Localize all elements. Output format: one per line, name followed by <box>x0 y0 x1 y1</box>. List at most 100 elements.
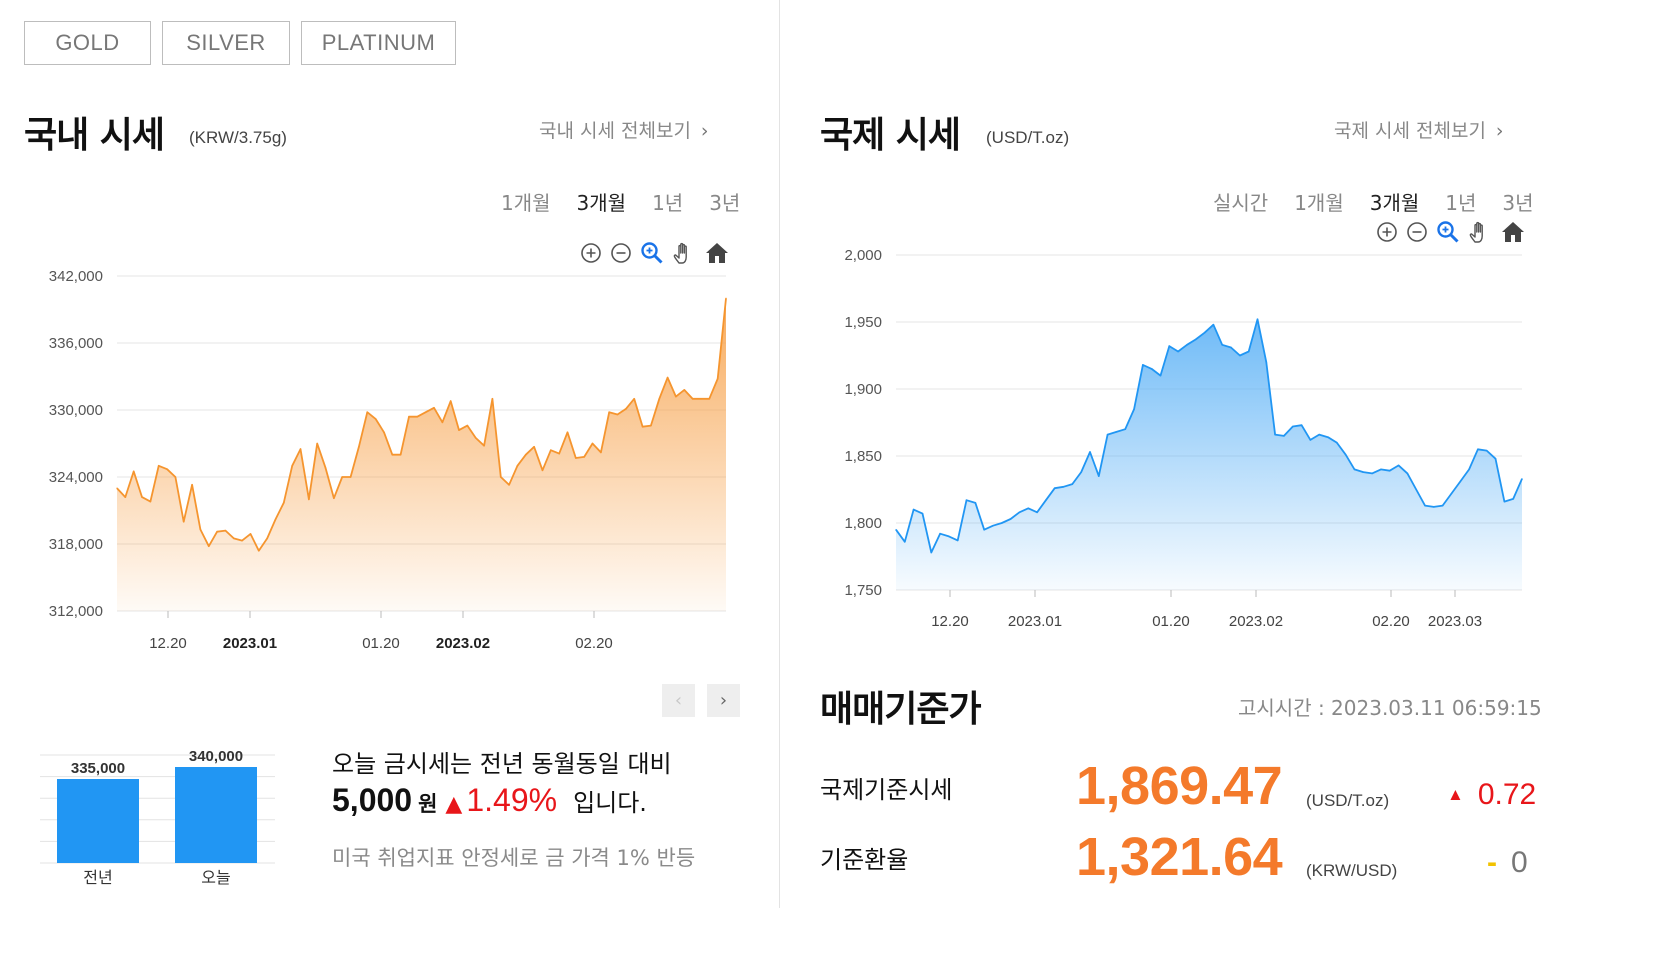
data-point <box>1512 498 1514 500</box>
data-point <box>207 545 210 548</box>
data-point <box>1159 374 1162 377</box>
data-point <box>149 500 152 503</box>
period-tab-1y[interactable]: 1년 <box>1445 191 1477 215</box>
data-point <box>1001 522 1003 524</box>
data-point <box>157 465 160 467</box>
data-point <box>483 444 485 447</box>
bar-category-label: 전년 <box>83 869 112 887</box>
data-point <box>449 400 452 402</box>
magnifier-icon[interactable] <box>1436 220 1460 244</box>
view-all-label: 국내 시세 전체보기 <box>539 120 691 142</box>
column-divider <box>779 0 780 908</box>
data-point <box>675 395 677 398</box>
data-point <box>116 487 118 489</box>
view-all-label: 국제 시세 전체보기 <box>1334 120 1486 142</box>
tab-platinum[interactable]: PLATINUM <box>301 21 456 65</box>
data-point <box>124 496 127 498</box>
tab-silver[interactable]: SILVER <box>162 21 290 65</box>
data-point <box>283 501 285 504</box>
period-tab-3m[interactable]: 3개월 <box>1369 191 1420 215</box>
x-tick-label: 12.20 <box>931 613 969 630</box>
series-line <box>895 318 1523 554</box>
international-price-chart: 2,000 1,950 1,900 1,850 1,800 1,750 12.20 2023.… <box>844 247 1523 630</box>
y-tick-label: 336,000 <box>49 335 103 352</box>
data-point <box>1053 487 1056 489</box>
intl-base-value: 1,869.47 <box>1076 756 1283 816</box>
data-point <box>1291 425 1294 428</box>
home-icon[interactable] <box>704 241 730 265</box>
data-point <box>666 376 669 379</box>
data-point <box>691 398 694 400</box>
data-point <box>383 431 385 434</box>
data-point <box>921 512 924 515</box>
fx-base-value: 1,321.64 <box>1076 827 1283 887</box>
zoom-out-icon[interactable] <box>610 242 632 264</box>
data-point <box>1450 492 1453 495</box>
data-point <box>1080 471 1082 473</box>
period-tab-1y[interactable]: 1년 <box>652 191 684 215</box>
pan-hand-icon[interactable] <box>672 241 696 265</box>
data-point <box>558 452 560 455</box>
chart-prev-button[interactable]: ‹ <box>662 684 695 717</box>
international-view-all-link[interactable]: 국제 시세 전체보기 › <box>1334 116 1504 143</box>
news-headline[interactable]: 미국 취업지표 안정세로 금 가격 1% 반등 <box>332 846 696 870</box>
period-tab-3y[interactable]: 3년 <box>1502 191 1534 215</box>
data-point <box>1459 480 1462 483</box>
data-point <box>1371 472 1373 475</box>
y-tick-label: 318,000 <box>49 536 103 553</box>
data-point <box>232 537 235 540</box>
notice-time: 고시시간 : 2023.03.11 06:59:15 <box>1238 696 1542 720</box>
data-point <box>658 398 661 400</box>
data-point <box>912 508 915 511</box>
series-line <box>116 298 727 552</box>
period-tab-1m[interactable]: 1개월 <box>501 191 551 215</box>
home-icon[interactable] <box>1500 220 1526 244</box>
zoom-in-icon[interactable] <box>580 242 602 264</box>
data-point <box>1353 468 1356 471</box>
zoom-out-icon[interactable] <box>1406 221 1428 243</box>
y-tick-label: 1,950 <box>844 314 882 331</box>
data-point <box>508 484 510 486</box>
data-point <box>191 484 193 486</box>
chevron-right-icon: › <box>1495 120 1504 142</box>
data-point <box>433 406 435 409</box>
data-point <box>358 446 360 448</box>
pan-hand-icon[interactable] <box>1468 220 1492 244</box>
data-point <box>458 429 460 431</box>
data-point <box>349 476 352 478</box>
period-tab-3y[interactable]: 3년 <box>709 191 741 215</box>
chart-next-button[interactable]: › <box>707 684 740 717</box>
data-point <box>516 465 519 467</box>
change-value: 0 <box>1511 846 1528 879</box>
year-compare-bar-chart: 335,000 전년 340,000 오늘 <box>40 748 275 887</box>
data-point <box>1318 433 1321 436</box>
data-point <box>474 437 477 439</box>
domestic-view-all-link[interactable]: 국내 시세 전체보기 › <box>539 116 709 143</box>
data-point <box>1388 469 1391 472</box>
y-tick-label: 2,000 <box>844 247 882 264</box>
data-point <box>1177 350 1179 353</box>
data-point <box>1203 331 1206 334</box>
data-point <box>633 398 636 400</box>
up-arrow-icon: ▲ <box>445 792 463 817</box>
data-point <box>1115 431 1118 433</box>
magnifier-icon[interactable] <box>640 241 664 265</box>
y-tick-label: 342,000 <box>49 268 103 285</box>
data-point <box>1089 451 1091 453</box>
data-point <box>408 415 410 418</box>
x-tick-label: 02.20 <box>575 635 613 652</box>
data-point <box>1194 338 1197 341</box>
x-tick-label: 12.20 <box>149 635 187 652</box>
data-point <box>904 540 906 543</box>
change-value: 0.72 <box>1477 778 1537 811</box>
period-tab-realtime[interactable]: 실시간 <box>1213 191 1269 215</box>
tab-gold[interactable]: GOLD <box>24 21 151 65</box>
zoom-in-icon[interactable] <box>1376 221 1398 243</box>
data-point <box>1327 436 1329 439</box>
period-tab-3m[interactable]: 3개월 <box>576 191 627 215</box>
data-point <box>499 476 502 478</box>
data-point <box>1380 468 1382 471</box>
bar-value-label: 335,000 <box>71 760 125 777</box>
bar-value-label: 340,000 <box>189 748 243 765</box>
period-tab-1m[interactable]: 1개월 <box>1294 191 1344 215</box>
